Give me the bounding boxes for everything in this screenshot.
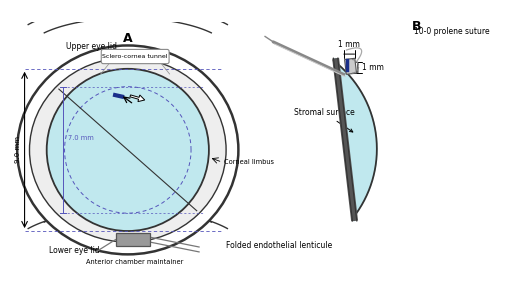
- Bar: [116, 233, 150, 246]
- Ellipse shape: [47, 69, 209, 231]
- Text: Corneal limbus: Corneal limbus: [224, 159, 273, 165]
- Text: Upper eye lid: Upper eye lid: [67, 42, 117, 51]
- Text: Folded endothelial lenticule: Folded endothelial lenticule: [226, 241, 332, 250]
- Ellipse shape: [30, 58, 226, 242]
- Text: 10-0 prolene suture: 10-0 prolene suture: [415, 26, 490, 36]
- Text: 9.0 mm: 9.0 mm: [15, 136, 21, 164]
- Text: Sclero-cornea tunnel: Sclero-cornea tunnel: [102, 54, 168, 59]
- Polygon shape: [345, 58, 356, 74]
- Text: 7.0 mm: 7.0 mm: [68, 135, 94, 141]
- Text: 1 mm: 1 mm: [338, 40, 360, 49]
- Text: A: A: [123, 32, 133, 45]
- Text: B: B: [412, 20, 422, 33]
- FancyArrow shape: [130, 95, 145, 101]
- Ellipse shape: [17, 46, 239, 254]
- FancyBboxPatch shape: [101, 49, 169, 64]
- Text: Lower eye lid: Lower eye lid: [49, 246, 100, 255]
- Text: Stromal surface: Stromal surface: [293, 108, 354, 132]
- Polygon shape: [334, 58, 377, 221]
- Text: Anterior chamber maintainer: Anterior chamber maintainer: [87, 259, 184, 265]
- Text: 1 mm: 1 mm: [362, 63, 384, 72]
